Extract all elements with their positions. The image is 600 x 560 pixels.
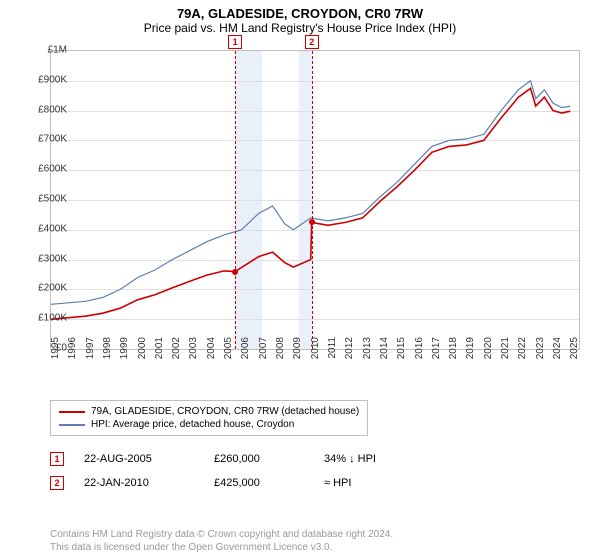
- legend-swatch: [59, 411, 85, 413]
- x-tick-label: 2012: [344, 337, 355, 367]
- sale-delta: ≈ HPI: [324, 477, 351, 489]
- x-tick-label: 2001: [154, 337, 165, 367]
- line-series: [51, 51, 579, 349]
- x-tick-label: 2018: [448, 337, 459, 367]
- x-tick-label: 2016: [414, 337, 425, 367]
- x-tick-label: 2004: [206, 337, 217, 367]
- x-tick-label: 2025: [569, 337, 580, 367]
- sale-date: 22-JAN-2010: [84, 477, 194, 489]
- sale-row: 1 22-AUG-2005 £260,000 34% ↓ HPI: [50, 452, 376, 466]
- marker-label: 2: [305, 35, 319, 49]
- x-tick-label: 2019: [465, 337, 476, 367]
- x-tick-label: 2021: [500, 337, 511, 367]
- chart-title: 79A, GLADESIDE, CROYDON, CR0 7RW: [0, 0, 600, 21]
- x-tick-label: 2022: [517, 337, 528, 367]
- legend: 79A, GLADESIDE, CROYDON, CR0 7RW (detach…: [50, 400, 368, 436]
- sale-delta: 34% ↓ HPI: [324, 453, 376, 465]
- y-tick-label: £1M: [27, 45, 67, 56]
- y-tick-label: £600K: [27, 164, 67, 175]
- y-tick-label: £300K: [27, 253, 67, 264]
- y-tick-label: £100K: [27, 313, 67, 324]
- x-tick-label: 2005: [223, 337, 234, 367]
- y-tick-label: £800K: [27, 104, 67, 115]
- y-tick-label: £200K: [27, 283, 67, 294]
- x-tick-label: 2014: [379, 337, 390, 367]
- sale-number-badge: 1: [50, 452, 64, 466]
- x-tick-label: 2008: [275, 337, 286, 367]
- x-tick-label: 2006: [240, 337, 251, 367]
- x-tick-label: 2009: [292, 337, 303, 367]
- y-tick-label: £400K: [27, 223, 67, 234]
- sale-number-badge: 2: [50, 476, 64, 490]
- legend-item: 79A, GLADESIDE, CROYDON, CR0 7RW (detach…: [59, 405, 359, 418]
- x-tick-label: 1995: [50, 337, 61, 367]
- x-tick-label: 2020: [483, 337, 494, 367]
- x-tick-label: 2013: [362, 337, 373, 367]
- sale-date: 22-AUG-2005: [84, 453, 194, 465]
- sale-price: £425,000: [214, 477, 304, 489]
- attribution-line1: Contains HM Land Registry data © Crown c…: [50, 528, 570, 541]
- marker-label: 1: [228, 35, 242, 49]
- attribution-line2: This data is licensed under the Open Gov…: [50, 541, 570, 554]
- series-hpi: [51, 81, 570, 304]
- marker-dash: [312, 51, 314, 349]
- x-tick-label: 2011: [327, 337, 338, 367]
- legend-item: HPI: Average price, detached house, Croy…: [59, 418, 359, 431]
- legend-label: HPI: Average price, detached house, Croy…: [91, 419, 294, 430]
- x-tick-label: 1998: [102, 337, 113, 367]
- sale-dot: [309, 219, 315, 225]
- y-tick-label: £700K: [27, 134, 67, 145]
- x-tick-label: 1997: [85, 337, 96, 367]
- legend-swatch: [59, 424, 85, 426]
- x-tick-label: 1996: [67, 337, 78, 367]
- attribution: Contains HM Land Registry data © Crown c…: [50, 528, 570, 554]
- x-tick-label: 2000: [137, 337, 148, 367]
- x-tick-label: 1999: [119, 337, 130, 367]
- marker-dash: [235, 51, 237, 349]
- plot-area: 12: [50, 50, 580, 350]
- sale-row: 2 22-JAN-2010 £425,000 ≈ HPI: [50, 476, 351, 490]
- x-tick-label: 2003: [188, 337, 199, 367]
- x-tick-label: 2010: [310, 337, 321, 367]
- x-tick-label: 2007: [258, 337, 269, 367]
- x-tick-label: 2002: [171, 337, 182, 367]
- x-tick-label: 2017: [431, 337, 442, 367]
- x-tick-label: 2015: [396, 337, 407, 367]
- x-tick-label: 2024: [552, 337, 563, 367]
- chart-container: 79A, GLADESIDE, CROYDON, CR0 7RW Price p…: [0, 0, 600, 560]
- sale-dot: [232, 269, 238, 275]
- x-tick-label: 2023: [535, 337, 546, 367]
- chart-subtitle: Price paid vs. HM Land Registry's House …: [0, 21, 600, 39]
- legend-label: 79A, GLADESIDE, CROYDON, CR0 7RW (detach…: [91, 406, 359, 417]
- sale-price: £260,000: [214, 453, 304, 465]
- y-tick-label: £900K: [27, 74, 67, 85]
- y-tick-label: £0: [27, 343, 67, 354]
- y-tick-label: £500K: [27, 194, 67, 205]
